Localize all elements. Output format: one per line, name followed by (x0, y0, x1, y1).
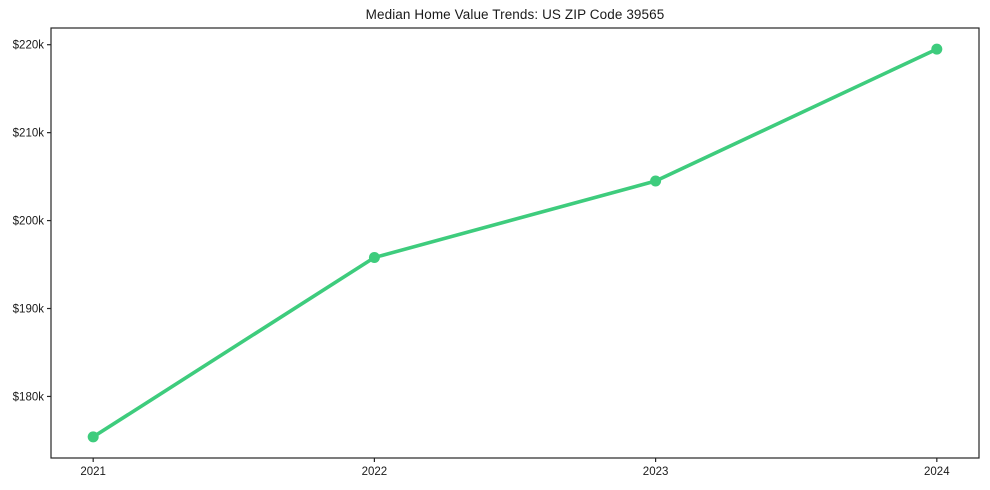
data-point-marker (368, 252, 380, 264)
data-point-marker (87, 431, 99, 443)
x-tick-label: 2022 (362, 466, 388, 478)
x-tick-label: 2023 (643, 466, 669, 478)
y-tick-label: $210k (13, 128, 45, 140)
y-tick-label: $200k (13, 216, 45, 228)
y-tick-label: $220k (13, 40, 45, 52)
plot-border (50, 27, 980, 459)
data-point-marker (931, 43, 943, 55)
x-tick-label: 2024 (924, 466, 950, 478)
chart-title: Median Home Value Trends: US ZIP Code 39… (365, 7, 665, 22)
y-tick-label: $180k (13, 391, 45, 403)
x-tick-label: 2021 (80, 466, 106, 478)
y-tick-label: $190k (13, 304, 45, 316)
data-line (91, 47, 939, 439)
data-point-marker (650, 175, 662, 187)
